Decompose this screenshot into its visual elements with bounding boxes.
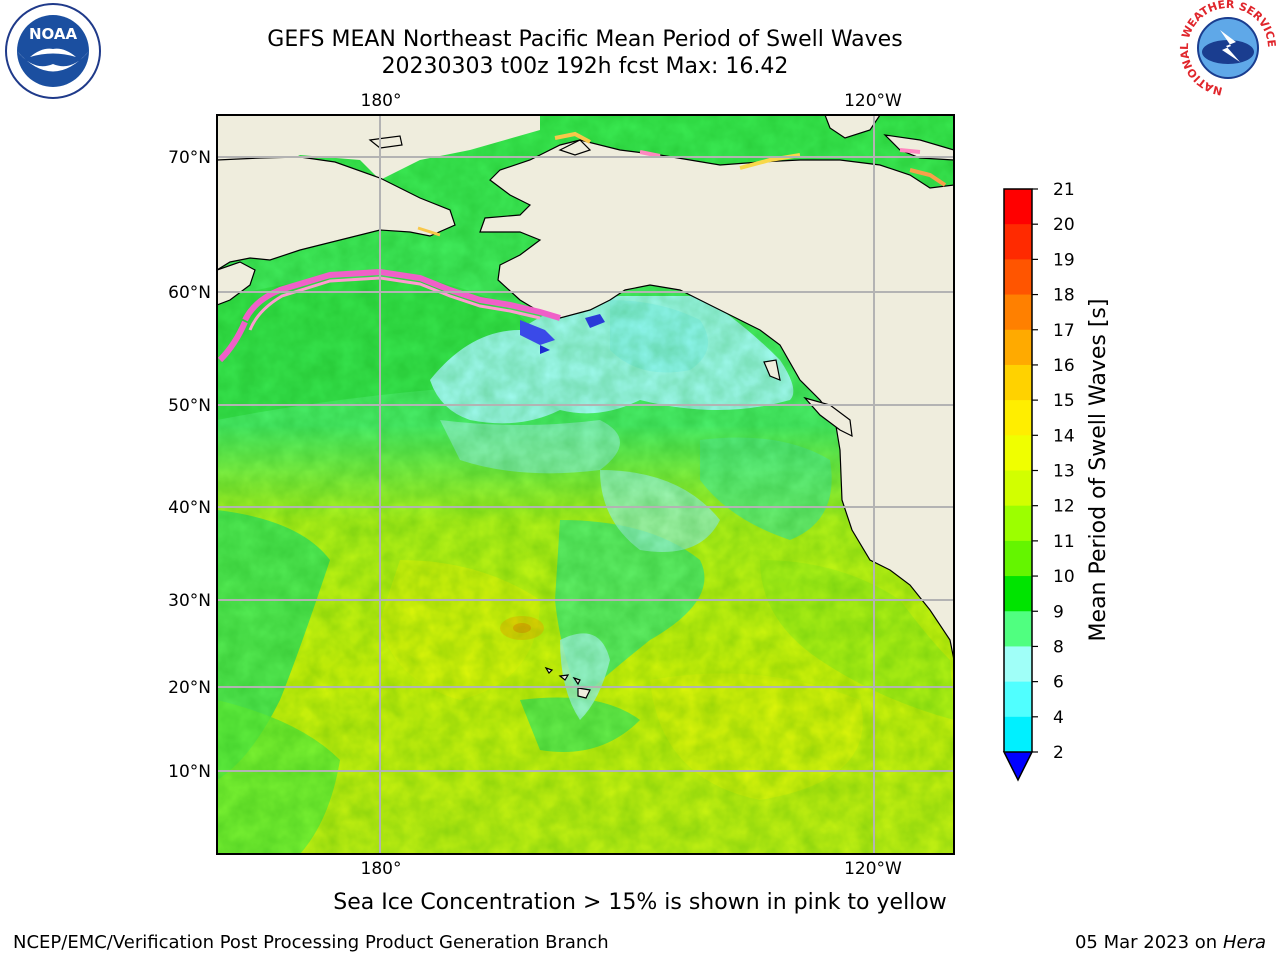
lat-label-40n: 40°N	[168, 498, 211, 518]
colorbar-tick-label: 8	[1053, 637, 1064, 657]
noaa-logo-text: NOAA	[29, 25, 78, 43]
graticule	[217, 115, 954, 854]
colorbar-bin	[1004, 294, 1032, 331]
colorbar-tick-label: 21	[1053, 180, 1075, 200]
colorbar-bin	[1004, 576, 1032, 612]
colorbar-tick-label: 13	[1053, 462, 1075, 482]
forecast-subtitle: 20230303 t00z 192h fcst Max: 16.42	[381, 54, 789, 79]
colorbar-tick-label: 12	[1053, 497, 1075, 517]
colorbar-bin	[1004, 364, 1032, 401]
colorbar-bin	[1004, 435, 1032, 471]
colorbar-tick-label: 18	[1053, 286, 1075, 306]
map-area	[217, 115, 954, 854]
colorbar: 21 20 19 18 17 16 15 14 13 12 11 10 9 8 6 4 2	[1002, 180, 1075, 782]
colorbar-tick-label: 10	[1053, 567, 1075, 587]
colorbar-tick-label: 16	[1053, 356, 1075, 376]
colorbar-tick-label: 9	[1053, 602, 1064, 622]
lon-label-top-120w: 120°W	[844, 91, 902, 111]
lon-label-top-180: 180°	[361, 91, 402, 111]
colorbar-tick-label: 11	[1053, 532, 1075, 552]
lat-label-10n: 10°N	[168, 762, 211, 782]
colorbar-bin	[1004, 505, 1032, 542]
colorbar-extend-arrow	[1002, 751, 1034, 782]
colorbar-bin	[1004, 224, 1032, 260]
footer-date-text: 05 Mar 2023 on	[1074, 932, 1218, 953]
colorbar-tick-label: 15	[1053, 391, 1075, 411]
land-masses	[217, 115, 954, 699]
noaa-logo: NOAA	[5, 3, 101, 99]
map-frame	[216, 114, 955, 855]
lon-label-bottom-120w: 120°W	[844, 859, 902, 879]
footer-credit: NCEP/EMC/Verification Post Processing Pr…	[13, 932, 609, 953]
footer-date: 05 Mar 2023 on Hera	[1075, 932, 1266, 953]
colorbar-tick-label: 17	[1053, 321, 1075, 341]
colorbar-tick-label: 6	[1053, 673, 1064, 693]
lat-label-70n: 70°N	[168, 148, 211, 168]
colorbar-bin	[1004, 189, 1032, 225]
colorbar-tick-label: 2	[1053, 743, 1064, 763]
colorbar-bin	[1004, 681, 1032, 718]
colorbar-bin	[1004, 329, 1032, 366]
map-title: GEFS MEAN Northeast Pacific Mean Period …	[267, 27, 903, 52]
colorbar-bin	[1004, 400, 1032, 436]
lat-label-20n: 20°N	[168, 678, 211, 698]
nws-logo: NATIONAL WEATHER SERVICE	[1178, 0, 1278, 98]
colorbar-tick-label: 20	[1053, 215, 1075, 235]
lat-label-50n: 50°N	[168, 396, 211, 416]
colorbar-tick-label: 4	[1053, 708, 1064, 728]
lat-label-30n: 30°N	[168, 591, 211, 611]
colorbar-bin	[1004, 611, 1032, 647]
sea-ice-note-text: Sea Ice Concentration > 15% is shown in …	[333, 890, 947, 915]
colorbar-tick-label: 14	[1053, 426, 1075, 446]
colorbar-bin	[1004, 540, 1032, 577]
footer-machine: Hera	[1222, 932, 1266, 953]
colorbar-bin	[1004, 646, 1032, 683]
colorbar-label: Mean Period of Swell Waves [s]	[1086, 299, 1111, 642]
colorbar-bin	[1004, 259, 1032, 296]
sea-ice-note: Sea Ice Concentration > 15% is shown in …	[0, 890, 1280, 915]
colorbar-bin	[1004, 470, 1032, 507]
lon-label-bottom-180: 180°	[361, 859, 402, 879]
colorbar-tick-label: 19	[1053, 250, 1075, 270]
lat-label-60n: 60°N	[168, 283, 211, 303]
colorbar-bin	[1004, 716, 1032, 753]
sea-ice-overlay	[217, 131, 947, 363]
